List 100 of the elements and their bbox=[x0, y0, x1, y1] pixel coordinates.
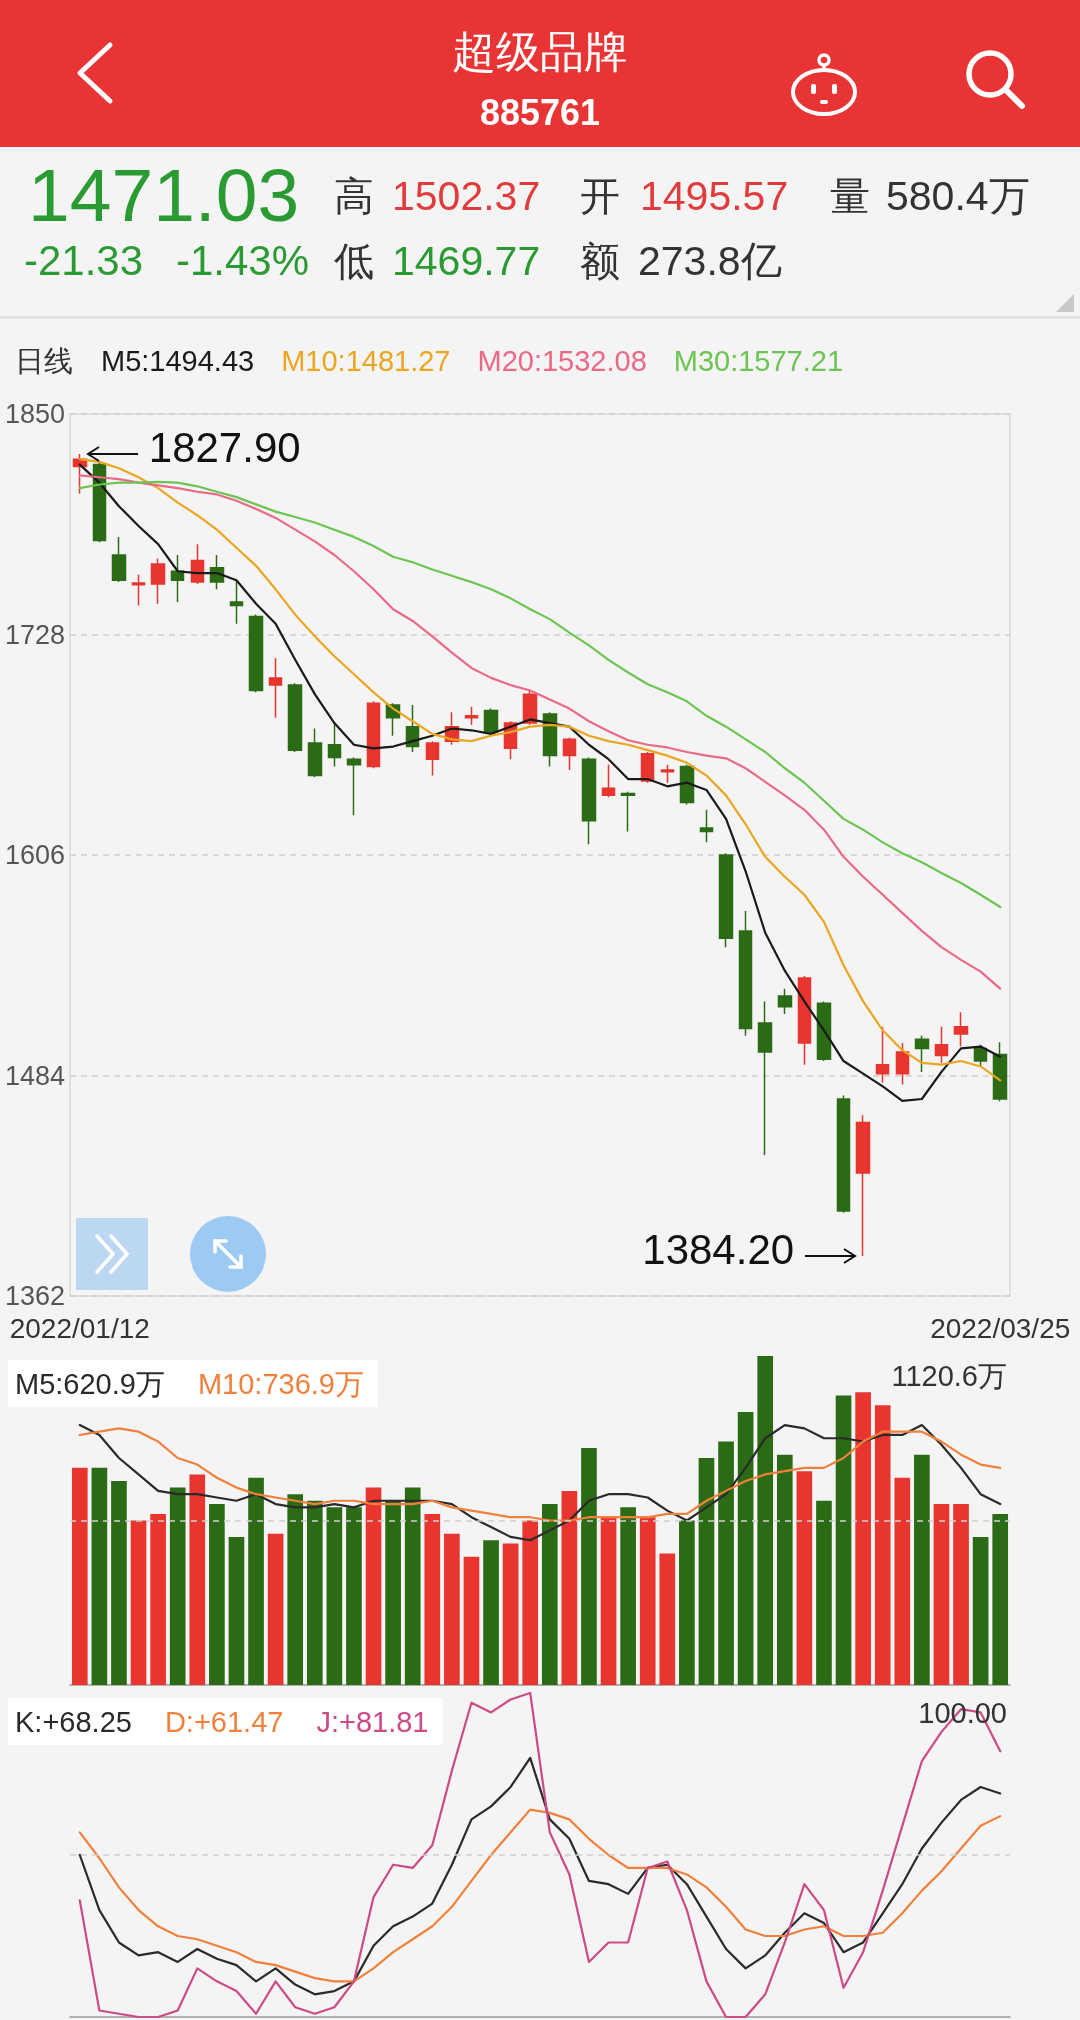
text: -1.43% bbox=[176, 237, 310, 284]
bar bbox=[718, 1441, 734, 1685]
candlestick bbox=[131, 574, 146, 607]
text: 额 bbox=[580, 239, 620, 283]
candlestick bbox=[150, 557, 166, 605]
candlestick bbox=[268, 657, 283, 719]
candlestick bbox=[425, 740, 440, 777]
annotation: 1120.6万 bbox=[891, 1359, 1007, 1392]
bar bbox=[365, 1487, 382, 1685]
bar bbox=[130, 1520, 147, 1685]
bar bbox=[228, 1536, 245, 1685]
candlestick bbox=[914, 1034, 930, 1073]
text: M20:1532.08 bbox=[477, 344, 647, 377]
text: M30:1577.21 bbox=[673, 344, 844, 377]
bar bbox=[385, 1500, 401, 1685]
x-tick-label: 2022/03/25 bbox=[930, 1312, 1071, 1344]
annotation: 1827.90 bbox=[148, 424, 301, 472]
text: 1469.77 bbox=[392, 237, 541, 284]
bar bbox=[444, 1533, 460, 1685]
bar bbox=[639, 1517, 656, 1685]
candlestick bbox=[895, 1042, 910, 1086]
candlestick bbox=[170, 554, 185, 603]
bar bbox=[953, 1504, 969, 1685]
bar bbox=[737, 1411, 754, 1685]
candlestick bbox=[287, 682, 303, 753]
bar bbox=[933, 1504, 950, 1685]
text: 885761 bbox=[479, 92, 601, 133]
line-series bbox=[78, 474, 1002, 990]
bar bbox=[169, 1487, 186, 1685]
candlestick bbox=[718, 852, 734, 948]
candlestick bbox=[992, 1041, 1008, 1102]
bar bbox=[776, 1454, 793, 1685]
candlestick bbox=[562, 736, 577, 771]
bar bbox=[914, 1454, 930, 1685]
x-tick-label: 2022/01/12 bbox=[9, 1312, 150, 1344]
bar bbox=[424, 1513, 441, 1685]
candlestick bbox=[581, 756, 597, 845]
candlestick bbox=[307, 727, 323, 779]
bar bbox=[600, 1517, 617, 1685]
y-tick-label: 1728 bbox=[4, 619, 65, 650]
bar bbox=[855, 1392, 871, 1685]
bar bbox=[561, 1490, 578, 1685]
candlestick bbox=[620, 790, 636, 833]
bar bbox=[757, 1356, 774, 1685]
candlestick bbox=[797, 975, 812, 1066]
candlestick bbox=[464, 706, 479, 726]
bar bbox=[894, 1477, 911, 1685]
bar bbox=[541, 1504, 558, 1685]
y-tick-label: 1606 bbox=[4, 840, 65, 870]
bar bbox=[91, 1467, 108, 1685]
bar bbox=[698, 1457, 715, 1685]
text: 低 bbox=[334, 239, 374, 283]
series-label: M5:620.9万 bbox=[15, 1367, 165, 1400]
bar bbox=[209, 1504, 225, 1685]
candlestick bbox=[366, 700, 381, 769]
candlestick bbox=[934, 1025, 949, 1064]
bar bbox=[483, 1540, 499, 1685]
text: M5:1494.43 bbox=[101, 344, 255, 377]
bar bbox=[287, 1494, 304, 1685]
candlestick bbox=[327, 722, 342, 768]
candlestick bbox=[248, 613, 264, 694]
text: 量 bbox=[830, 174, 870, 218]
text: K:+68.25 bbox=[15, 1705, 132, 1738]
bar bbox=[972, 1536, 989, 1685]
bar bbox=[835, 1395, 852, 1685]
bar bbox=[306, 1500, 323, 1685]
bar bbox=[248, 1477, 264, 1685]
candlestick bbox=[738, 910, 753, 1037]
bar bbox=[326, 1507, 343, 1685]
bar bbox=[992, 1513, 1009, 1685]
bar bbox=[404, 1487, 421, 1685]
text: M10:1481.27 bbox=[281, 344, 451, 377]
series-label: J:+81.81 bbox=[316, 1705, 429, 1738]
text: 1495.57 bbox=[640, 172, 789, 219]
y-tick-label: 1850 bbox=[4, 399, 65, 429]
candlestick bbox=[816, 1000, 832, 1062]
annotation: 100.00 bbox=[918, 1696, 1007, 1729]
y-tick-label: 1362 bbox=[4, 1281, 65, 1311]
text: 开 bbox=[580, 174, 620, 218]
bar bbox=[346, 1507, 362, 1685]
series-label: M10:736.9万 bbox=[197, 1367, 364, 1400]
bar bbox=[502, 1543, 519, 1685]
annotation: 1384.20 bbox=[642, 1226, 795, 1274]
candlestick bbox=[346, 756, 362, 816]
bar bbox=[522, 1520, 539, 1685]
bar bbox=[620, 1507, 636, 1685]
candlestick bbox=[660, 763, 675, 784]
bar bbox=[71, 1467, 88, 1685]
bar bbox=[150, 1513, 166, 1685]
line-series bbox=[78, 480, 1002, 909]
bar bbox=[463, 1556, 480, 1685]
bar bbox=[659, 1553, 676, 1685]
bar bbox=[874, 1405, 891, 1685]
candlestick bbox=[111, 536, 127, 583]
candlestick bbox=[699, 809, 714, 844]
text: 273.8亿 bbox=[638, 237, 782, 284]
bar bbox=[796, 1471, 813, 1685]
candlestick bbox=[875, 1025, 890, 1084]
candlestick bbox=[229, 579, 244, 625]
candlestick bbox=[522, 689, 538, 726]
